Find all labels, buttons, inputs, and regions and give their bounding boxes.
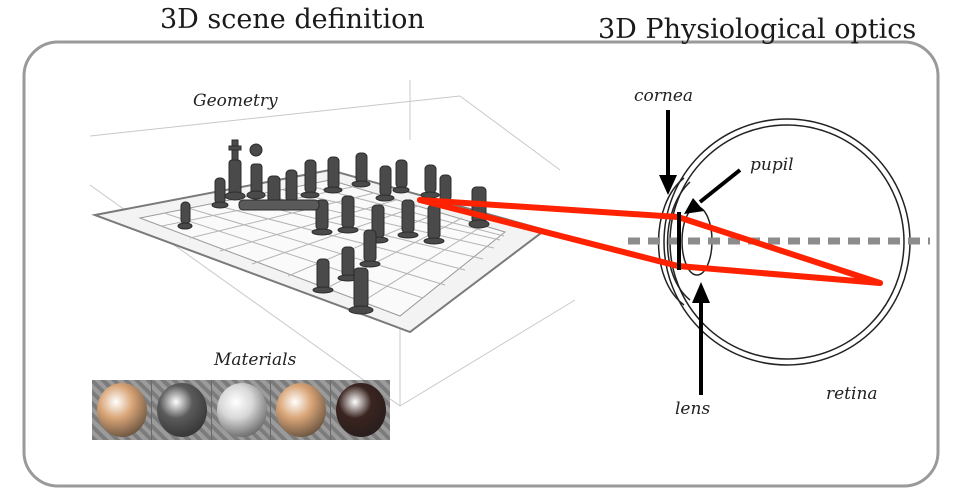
queen-piece (246, 143, 266, 200)
lens-arrow (692, 282, 710, 395)
material-swatch (331, 380, 390, 440)
chess-pieces (177, 139, 490, 315)
scene-definition-title: 3D scene definition (160, 4, 425, 35)
material-sphere (336, 383, 387, 437)
materials-label: Materials (214, 350, 297, 370)
lens-label: lens (675, 399, 711, 419)
cornea-label: cornea (634, 86, 694, 106)
material-swatch (151, 380, 212, 440)
physiological-optics-title: 3D Physiological optics (598, 14, 917, 45)
material-sphere (216, 383, 267, 437)
light-rays (417, 197, 883, 286)
material-sphere (276, 383, 327, 437)
pupil-arrow (684, 168, 742, 214)
material-sphere (97, 383, 147, 437)
material-sphere (156, 383, 207, 437)
material-swatch (271, 380, 332, 440)
diagram-frame (22, 40, 940, 488)
annotation-arrows (659, 110, 742, 395)
material-swatches (92, 380, 390, 440)
geometry-label: Geometry (193, 91, 278, 111)
pupil-label: pupil (750, 155, 794, 175)
material-swatch (211, 380, 272, 440)
king-piece (224, 139, 246, 201)
material-swatch (92, 380, 152, 440)
retina-label: retina (826, 384, 878, 404)
cornea-arrow (659, 110, 677, 195)
